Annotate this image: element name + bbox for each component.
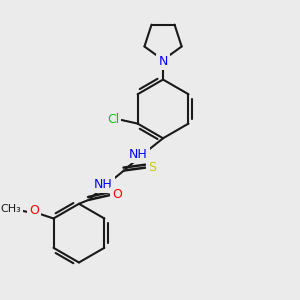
Text: O: O bbox=[112, 188, 122, 202]
Text: Cl: Cl bbox=[107, 113, 119, 126]
Text: NH: NH bbox=[129, 148, 148, 161]
Text: CH₃: CH₃ bbox=[0, 204, 21, 214]
Text: S: S bbox=[148, 161, 156, 174]
Text: NH: NH bbox=[94, 178, 113, 191]
Text: N: N bbox=[158, 56, 168, 68]
Text: O: O bbox=[29, 204, 39, 217]
